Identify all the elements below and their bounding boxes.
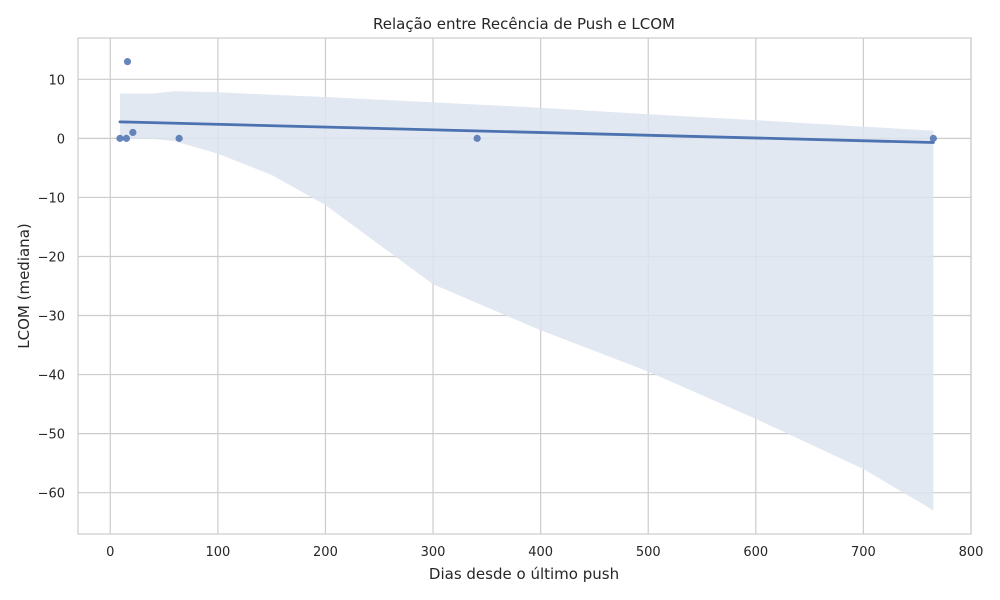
x-tick-label: 200	[313, 545, 338, 560]
data-point	[129, 128, 137, 137]
regression-line	[118, 120, 935, 144]
data-point	[473, 134, 481, 142]
y-tick-label: −40	[38, 369, 65, 384]
data-point	[116, 134, 124, 142]
plot-area	[77, 37, 972, 535]
x-tick-label: 300	[421, 545, 446, 560]
x-tick-label: 400	[528, 545, 553, 560]
x-tick-label: 600	[743, 545, 768, 560]
y-tick-label: 0	[57, 132, 65, 147]
x-axis-label: Dias desde o último push	[429, 565, 619, 583]
plot-border	[77, 37, 972, 535]
scatter-points	[116, 58, 937, 142]
y-tick-label: −20	[38, 250, 65, 265]
y-tick-label: 10	[48, 73, 65, 88]
x-tick-label: 800	[959, 545, 984, 560]
x-tick-label: 100	[205, 545, 230, 560]
x-axis-ticks: 0 100 200 300 400 500 600 700 800	[106, 545, 983, 560]
x-tick-label: 0	[106, 545, 114, 560]
y-axis-ticks: 10 0 −10 −20 −30 −40 −50 −60	[38, 73, 65, 501]
confidence-band	[120, 91, 934, 511]
data-point	[175, 134, 183, 142]
y-tick-label: −60	[38, 487, 65, 502]
y-tick-label: −30	[38, 310, 65, 325]
y-tick-label: −10	[38, 191, 65, 206]
data-point	[929, 134, 937, 142]
data-point	[122, 134, 131, 142]
data-point	[123, 58, 132, 66]
y-tick-label: −50	[38, 428, 65, 443]
x-tick-label: 500	[636, 545, 661, 560]
x-tick-label: 700	[851, 545, 876, 560]
chart-title: Relação entre Recência de Push e LCOM	[373, 15, 675, 33]
y-axis-label: LCOM (mediana)	[15, 223, 33, 348]
